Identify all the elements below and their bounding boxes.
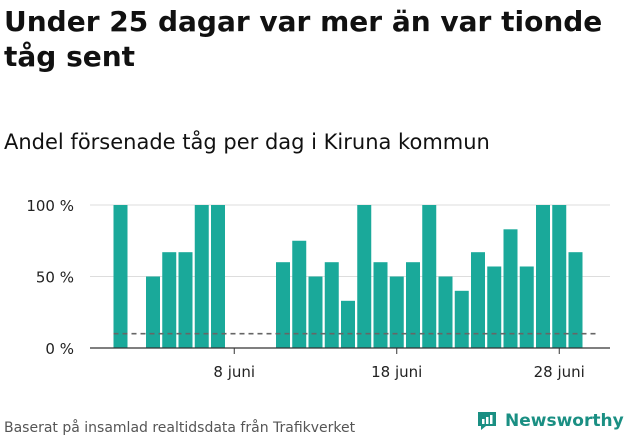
bar bbox=[146, 276, 160, 348]
y-tick-label: 0 % bbox=[45, 340, 74, 358]
bar bbox=[422, 205, 437, 348]
bar bbox=[276, 262, 290, 348]
newsworthy-icon bbox=[478, 412, 496, 430]
bar bbox=[536, 205, 550, 348]
chart-headline: Under 25 dagar var mer än var tionde tåg… bbox=[4, 5, 603, 73]
axes: 0 % 50 % 100 % 8 juni 18 juni 28 juni bbox=[26, 197, 610, 381]
bar bbox=[194, 205, 209, 348]
y-tick-label: 50 % bbox=[36, 269, 74, 287]
bar bbox=[357, 205, 372, 348]
bar bbox=[341, 300, 355, 348]
bar bbox=[324, 262, 339, 348]
bar bbox=[568, 252, 583, 348]
bar bbox=[471, 252, 485, 348]
bar bbox=[552, 205, 567, 348]
bar bbox=[113, 205, 128, 348]
bar bbox=[519, 266, 534, 348]
brand-name: Newsworthy bbox=[505, 411, 624, 431]
bar bbox=[292, 240, 307, 348]
bar bbox=[503, 229, 518, 348]
x-tick-label: 8 juni bbox=[213, 363, 255, 381]
newsworthy-logo[interactable]: Newsworthy bbox=[475, 409, 624, 433]
bar bbox=[373, 262, 388, 348]
x-tick-label: 28 juni bbox=[534, 363, 585, 381]
bar bbox=[406, 262, 420, 348]
bar-chart: 0 % 50 % 100 % 8 juni 18 juni 28 juni bbox=[26, 197, 610, 381]
bar bbox=[487, 266, 502, 348]
chart-subtitle: Andel försenade tåg per dag i Kiruna kom… bbox=[4, 130, 490, 154]
bar bbox=[389, 276, 404, 348]
y-tick-label: 100 % bbox=[26, 197, 74, 215]
bar bbox=[308, 276, 323, 348]
bar bbox=[211, 205, 225, 348]
bar bbox=[162, 252, 177, 348]
bar bbox=[438, 276, 453, 348]
x-tick-label: 18 juni bbox=[371, 363, 422, 381]
bar bbox=[454, 290, 469, 348]
source-note: Baserat på insamlad realtidsdata från Tr… bbox=[4, 420, 356, 436]
bars bbox=[113, 205, 583, 348]
bar bbox=[178, 252, 193, 348]
